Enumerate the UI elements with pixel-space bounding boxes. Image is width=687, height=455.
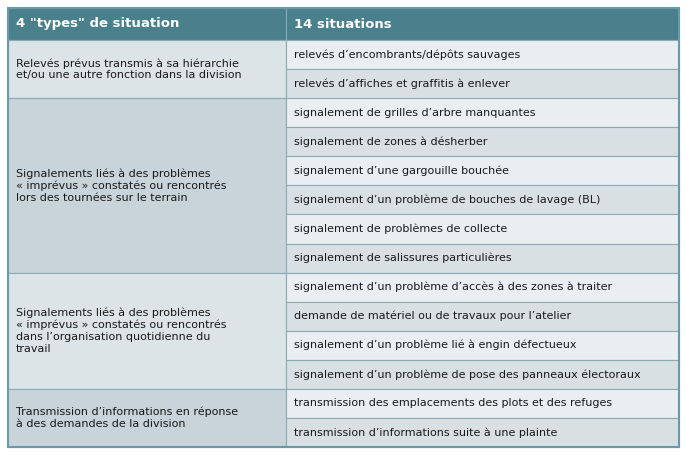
Text: Signalements liés à des problèmes
« imprévus » constatés ou rencontrés
lors des : Signalements liés à des problèmes « impr… — [16, 168, 227, 202]
Text: Relevés prévus transmis à sa hiérarchie
et/ou une autre fonction dans la divisio: Relevés prévus transmis à sa hiérarchie … — [16, 58, 242, 80]
Bar — [8, 273, 286, 389]
Text: 14 situations: 14 situations — [295, 17, 392, 30]
Bar — [286, 273, 679, 302]
Text: Signalements liés à des problèmes
« imprévus » constatés ou rencontrés
dans l’or: Signalements liés à des problèmes « impr… — [16, 308, 227, 354]
Bar — [286, 418, 679, 447]
Bar — [286, 389, 679, 418]
Bar — [286, 156, 679, 185]
Text: signalement de salissures particulières: signalement de salissures particulières — [295, 253, 512, 263]
Bar — [8, 98, 286, 273]
Text: signalement d’un problème d’accès à des zones à traiter: signalement d’un problème d’accès à des … — [295, 282, 613, 293]
Bar — [286, 360, 679, 389]
Bar — [8, 389, 286, 447]
Text: signalement d’un problème de bouches de lavage (BL): signalement d’un problème de bouches de … — [295, 195, 601, 205]
Text: signalement d’un problème de pose des panneaux électoraux: signalement d’un problème de pose des pa… — [295, 369, 641, 379]
Text: Transmission d’informations en réponse
à des demandes de la division: Transmission d’informations en réponse à… — [16, 407, 238, 429]
Bar — [8, 40, 286, 98]
Text: 4 "types" de situation: 4 "types" de situation — [16, 17, 179, 30]
Bar — [286, 127, 679, 156]
Bar — [286, 69, 679, 98]
Text: transmission d’informations suite à une plainte: transmission d’informations suite à une … — [295, 427, 558, 438]
Bar — [8, 8, 286, 40]
Bar — [286, 98, 679, 127]
Bar — [286, 40, 679, 69]
Text: relevés d’encombrants/dépôts sauvages: relevés d’encombrants/dépôts sauvages — [295, 49, 521, 60]
Bar — [286, 185, 679, 214]
Text: demande de matériel ou de travaux pour l’atelier: demande de matériel ou de travaux pour l… — [295, 311, 572, 321]
Bar — [286, 8, 679, 40]
Bar — [286, 214, 679, 243]
Text: signalement d’une gargouille bouchée: signalement d’une gargouille bouchée — [295, 166, 510, 176]
Text: signalement de grilles d’arbre manquantes: signalement de grilles d’arbre manquante… — [295, 108, 536, 118]
Text: relevés d’affiches et graffitis à enlever: relevés d’affiches et graffitis à enleve… — [295, 78, 510, 89]
Text: signalement de problèmes de collecte: signalement de problèmes de collecte — [295, 224, 508, 234]
Text: signalement de zones à désherber: signalement de zones à désherber — [295, 136, 488, 147]
Text: signalement d’un problème lié à engin défectueux: signalement d’un problème lié à engin dé… — [295, 340, 577, 350]
Bar — [286, 331, 679, 360]
Bar — [286, 302, 679, 331]
Bar — [286, 243, 679, 273]
Text: transmission des emplacements des plots et des refuges: transmission des emplacements des plots … — [295, 399, 613, 409]
